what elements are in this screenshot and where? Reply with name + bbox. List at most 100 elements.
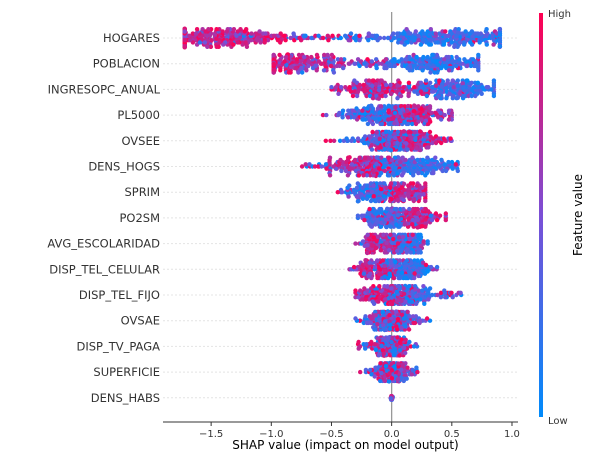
shap-point [331, 70, 337, 75]
shap-point [446, 108, 452, 113]
shap-point [412, 89, 417, 94]
shap-point [453, 59, 458, 64]
shap-point [373, 365, 378, 370]
shap-point [243, 40, 248, 45]
shap-point [374, 161, 379, 167]
shap-point [347, 85, 352, 90]
shap-point [182, 37, 187, 43]
shap-point [284, 62, 289, 68]
shap-point [394, 309, 399, 314]
x-tick-label: 1.0 [504, 429, 520, 440]
shap-point [413, 284, 418, 289]
shap-point [389, 376, 395, 381]
shap-point [403, 113, 408, 118]
shap-point [353, 316, 358, 321]
shap-point [405, 309, 410, 315]
shap-point [395, 129, 401, 135]
shap-point [430, 58, 436, 63]
shap-point [363, 155, 368, 160]
shap-point [404, 27, 409, 32]
shap-point [382, 250, 388, 255]
shap-point [362, 217, 367, 223]
shap-point [429, 217, 435, 223]
shap-point [331, 138, 337, 143]
shap-point [383, 191, 388, 196]
shap-point [447, 91, 452, 97]
shap-point [475, 80, 481, 86]
shap-point [473, 63, 479, 69]
shap-point [364, 342, 369, 347]
shap-point [386, 108, 391, 113]
shap-point [392, 135, 398, 141]
shap-point [384, 89, 389, 94]
shap-point [399, 185, 405, 190]
shap-point [249, 38, 254, 43]
shap-point [364, 161, 369, 166]
shap-point [445, 80, 450, 86]
shap-point [382, 146, 387, 152]
shap-point [383, 319, 388, 324]
shap-point [328, 138, 333, 143]
shap-point [375, 191, 381, 196]
shap-point [445, 38, 450, 43]
shap-point [358, 288, 363, 293]
shap-point [449, 40, 454, 45]
shap-point [497, 32, 503, 38]
shap-point [370, 106, 376, 111]
shap-point [388, 91, 394, 97]
shap-point [345, 115, 351, 120]
shap-point [424, 93, 430, 99]
shap-point [354, 106, 359, 111]
shap-point [410, 232, 415, 237]
shap-point [386, 117, 391, 122]
shap-point [402, 104, 407, 109]
shap-point [384, 65, 389, 71]
shap-point [335, 190, 340, 195]
shap-point [380, 258, 385, 263]
shap-point [373, 82, 379, 87]
shap-point [294, 57, 299, 62]
shap-point [407, 206, 412, 212]
shap-point [402, 222, 407, 227]
shap-point [388, 181, 394, 186]
shap-point [382, 181, 387, 186]
shap-point [402, 119, 407, 125]
shap-point [296, 70, 301, 75]
shap-point [368, 367, 373, 373]
shap-point [413, 206, 418, 212]
shap-point [262, 40, 267, 45]
feature-labels: HOGARES POBLACION INGRESOPC_ANUAL PL5000 OVS… [47, 31, 160, 405]
shap-point [373, 347, 379, 352]
shap-point [418, 42, 424, 47]
shap-point [444, 96, 449, 101]
shap-point [375, 38, 380, 43]
shap-point [404, 258, 410, 263]
shap-point [401, 286, 406, 291]
shap-point [433, 31, 438, 36]
shap-point [407, 133, 413, 139]
shap-point [309, 35, 314, 41]
shap-point [283, 38, 288, 43]
shap-point [405, 365, 410, 370]
shap-point [395, 83, 400, 88]
shap-point [382, 274, 387, 279]
shap-point [399, 312, 405, 317]
shap-point [319, 164, 324, 169]
shap-point [411, 173, 416, 178]
shap-point [431, 170, 436, 176]
shap-point [376, 87, 382, 93]
shap-point [291, 31, 296, 36]
shap-point [343, 159, 349, 165]
shap-point [190, 31, 195, 36]
shap-point [371, 194, 376, 199]
shap-point [313, 33, 318, 38]
shap-point [353, 241, 358, 246]
shap-point [428, 27, 433, 32]
shap-point [369, 147, 375, 152]
shap-point [398, 93, 404, 99]
shap-point [436, 136, 441, 141]
shap-point [366, 78, 372, 83]
shap-point [458, 290, 463, 295]
shap-point [302, 54, 307, 60]
shap-point [384, 240, 389, 246]
